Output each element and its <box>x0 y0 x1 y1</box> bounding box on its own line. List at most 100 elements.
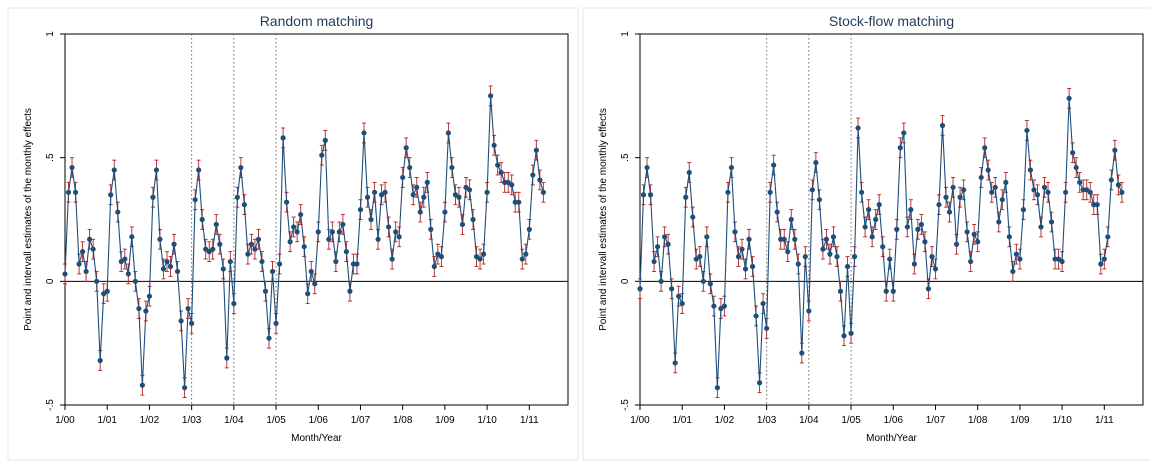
x-tick-label: 1/05 <box>266 415 286 426</box>
data-point <box>87 236 93 242</box>
data-point <box>859 189 865 195</box>
x-axis-label: Month/Year <box>866 433 917 444</box>
data-point <box>950 184 956 190</box>
data-point <box>498 169 504 176</box>
data-point <box>704 234 710 240</box>
x-tick-label: 1/07 <box>351 415 371 426</box>
plot-area-border <box>639 33 1144 406</box>
data-point <box>470 216 476 223</box>
data-point <box>999 197 1005 203</box>
data-point <box>79 249 86 255</box>
data-point <box>1059 258 1065 265</box>
data-point <box>143 308 149 314</box>
data-point <box>248 241 255 247</box>
data-point <box>421 194 427 200</box>
data-point <box>672 360 678 366</box>
data-point <box>711 303 717 309</box>
data-point <box>936 202 942 208</box>
data-point <box>1094 202 1100 208</box>
chart-panel-2: Stock-flow matching -.5 0 .5 1 Point and inte… <box>582 7 1150 461</box>
x-tick-label: 1/09 <box>435 415 455 426</box>
data-point <box>644 164 650 171</box>
data-point <box>199 216 205 223</box>
data-point <box>992 184 998 190</box>
data-point <box>1045 189 1051 195</box>
data-point <box>658 278 664 284</box>
data-point <box>160 266 167 272</box>
data-point <box>732 229 738 235</box>
data-point <box>1101 256 1107 262</box>
data-point <box>904 224 910 230</box>
data-point <box>697 254 703 260</box>
x-tick-label: 1/02 <box>140 415 160 426</box>
data-point <box>1038 224 1044 230</box>
data-point <box>400 174 406 181</box>
data-point <box>438 254 444 260</box>
data-point <box>975 239 981 245</box>
data-point <box>238 164 244 171</box>
data-point <box>108 192 114 198</box>
data-point <box>943 194 949 200</box>
data-point <box>844 263 851 270</box>
data-point <box>125 271 131 277</box>
data-point <box>167 263 174 270</box>
data-point <box>466 187 473 193</box>
data-point <box>336 229 342 235</box>
data-point <box>971 231 977 237</box>
data-point <box>273 320 279 326</box>
data-point <box>312 281 318 287</box>
x-tick-label: 1/03 <box>757 415 777 426</box>
data-point <box>298 211 304 218</box>
data-point <box>76 261 82 267</box>
data-point <box>1010 268 1016 275</box>
data-point <box>361 130 367 136</box>
x-tick-label: 1/04 <box>799 415 819 426</box>
data-point <box>533 147 539 153</box>
data-point <box>676 293 682 299</box>
x-axis-label: Month/Year <box>291 433 342 444</box>
data-point <box>210 246 216 252</box>
data-point <box>746 236 752 242</box>
y-tick-label: 0 <box>45 278 56 284</box>
data-point <box>982 145 988 151</box>
data-point <box>855 125 861 131</box>
data-point <box>851 254 858 260</box>
data-point <box>869 234 875 240</box>
series-line <box>639 98 1123 388</box>
data-point <box>157 236 163 242</box>
data-point <box>1048 219 1055 225</box>
data-point <box>946 209 953 215</box>
data-point <box>269 268 276 275</box>
data-point <box>445 130 452 136</box>
data-point <box>880 244 886 250</box>
data-point <box>908 207 914 213</box>
data-point <box>830 234 837 240</box>
data-point <box>122 256 128 262</box>
data-point <box>932 266 939 272</box>
x-tick-label: 1/06 <box>884 415 904 426</box>
data-point <box>115 209 121 215</box>
data-point <box>806 308 812 314</box>
data-point <box>651 258 657 265</box>
data-point <box>968 258 974 265</box>
data-point <box>707 281 713 287</box>
data-point <box>1063 189 1069 195</box>
x-tick-label: 1/07 <box>926 415 946 426</box>
data-point <box>136 305 142 312</box>
data-point <box>284 199 290 205</box>
data-point <box>368 216 374 223</box>
x-tick-label: 1/01 <box>672 415 692 426</box>
data-point <box>181 385 188 391</box>
data-point <box>887 256 893 262</box>
data-point <box>654 244 661 250</box>
data-point <box>841 333 847 339</box>
x-tick-label: 1/10 <box>477 415 497 426</box>
data-point <box>178 318 184 324</box>
data-point <box>245 251 251 257</box>
data-point <box>753 313 759 319</box>
data-point <box>922 239 928 245</box>
data-point <box>799 350 805 356</box>
y-tick-label: .5 <box>620 153 631 162</box>
data-point <box>305 291 311 297</box>
data-point <box>1066 95 1072 101</box>
